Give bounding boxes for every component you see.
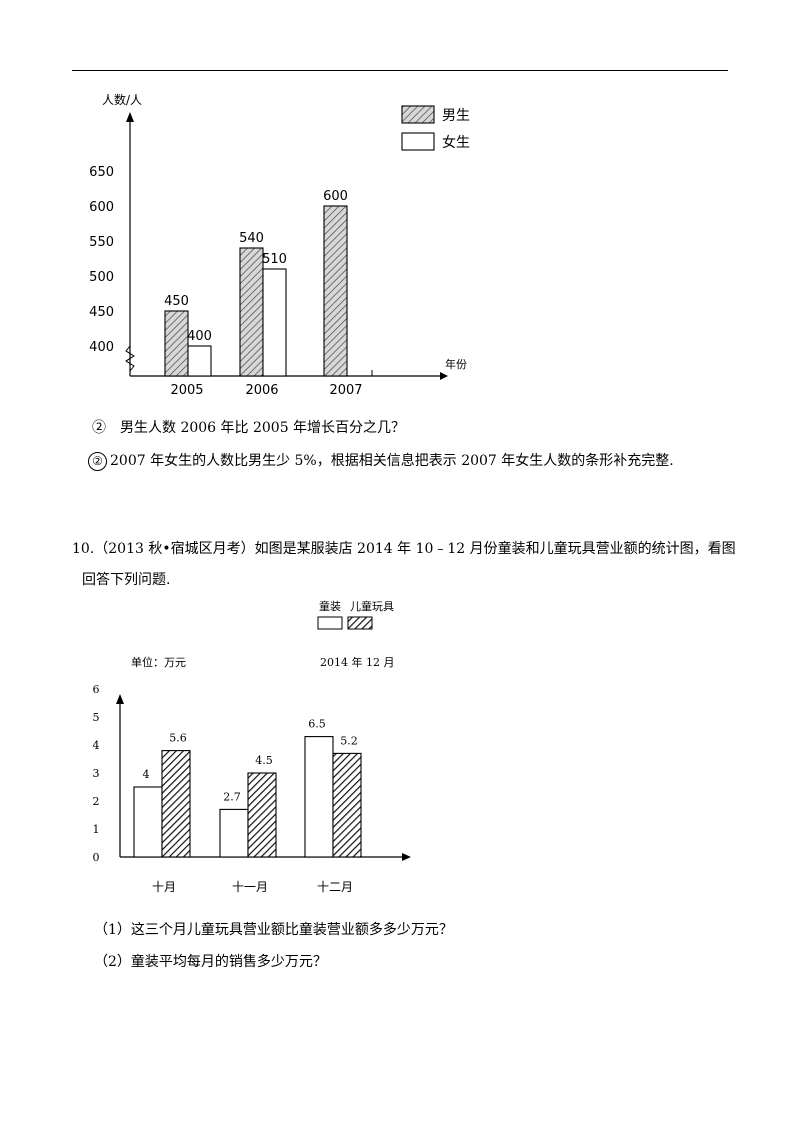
circled-number: ② <box>88 451 107 471</box>
y-tick-label: 2 <box>93 795 100 808</box>
y-tick-label: 550 <box>89 235 114 250</box>
question-10-1: （1）这三个月儿童玩具营业额比童装营业额多多少万元？ <box>94 922 453 938</box>
question-9-2-text: 2007 年女生的人数比男生少 5%，根据相关信息把表示 2007 年女生人数的… <box>110 453 674 469</box>
bar <box>133 786 163 858</box>
chart-title: 2014 年 12 月 <box>320 655 394 669</box>
x-tick-label: 2007 <box>329 383 362 398</box>
axis-break-mark <box>125 345 135 372</box>
question-9-1: ② 男生人数 2006 年比 2005 年增长百分之几？ <box>92 420 406 436</box>
x-axis-arrow <box>402 853 411 861</box>
legend-swatch <box>401 132 435 151</box>
legend-label: 童装 <box>319 599 341 613</box>
y-tick-label: 600 <box>89 200 114 215</box>
data-label: 450 <box>164 294 189 309</box>
question-10-line-2: 回答下列问题. <box>82 572 171 588</box>
bar <box>332 752 362 858</box>
question-10-line-1: 10.（2013 秋•宿城区月考）如图是某服装店 2014 年 10﹣12 月份… <box>72 541 736 557</box>
bar <box>239 247 264 377</box>
x-axis-label: 年份 <box>445 357 467 371</box>
bar <box>219 808 249 858</box>
bar <box>161 750 191 858</box>
bar <box>187 345 212 377</box>
data-label: 5.2 <box>340 734 358 747</box>
legend-label: 男生 <box>442 108 470 124</box>
y-tick-label: 0 <box>93 851 100 864</box>
y-tick-label: 400 <box>89 340 114 355</box>
data-label: 540 <box>239 231 264 246</box>
y-axis-arrow <box>126 112 134 122</box>
y-axis-label: 人数/人 <box>102 92 142 107</box>
legend-label: 女生 <box>442 134 470 151</box>
header-rule <box>72 70 728 71</box>
x-tick-label: 2006 <box>245 383 278 398</box>
bar <box>304 736 334 858</box>
x-tick-label: 十一月 <box>232 880 268 894</box>
x-axis-arrow <box>440 372 448 380</box>
legend-swatch <box>347 616 373 630</box>
data-label: 5.6 <box>169 732 187 745</box>
y-axis-arrow <box>116 694 124 704</box>
x-tick-label: 十月 <box>152 880 176 894</box>
y-tick-label: 1 <box>93 823 100 836</box>
legend-label: 儿童玩具 <box>350 599 394 613</box>
data-label: 4 <box>143 768 150 781</box>
bar <box>164 310 189 377</box>
data-label: 600 <box>323 189 348 204</box>
bar <box>247 772 277 858</box>
y-tick-label: 450 <box>89 305 114 320</box>
store-revenue-chart: 0 1 2 3 4 5 6 单位：万元 2014 年 12 月十月 十一月 十二月 4 2.7 6.5 5.… <box>93 599 411 894</box>
bar <box>323 205 348 377</box>
data-label: 4.5 <box>255 754 273 767</box>
question-10-2: （2）童装平均每月的销售多少万元？ <box>94 954 327 970</box>
unit-label: 单位：万元 <box>131 655 186 669</box>
y-tick-label: 500 <box>89 270 114 285</box>
legend-swatch <box>317 616 343 630</box>
y-tick-label: 3 <box>93 767 100 780</box>
y-tick-label: 5 <box>93 711 100 724</box>
data-label: 6.5 <box>308 718 326 731</box>
x-tick-label: 2005 <box>170 383 203 398</box>
question-9-2: ② 2007 年女生的人数比男生少 5%，根据相关信息把表示 2007 年女生人数… <box>88 451 674 471</box>
legend-swatch <box>401 105 435 124</box>
data-label: 2.7 <box>223 790 241 803</box>
y-tick-label: 6 <box>93 683 100 696</box>
bar <box>262 268 287 377</box>
data-label: 400 <box>187 329 212 344</box>
x-tick-label: 十二月 <box>317 880 353 894</box>
y-tick-label: 4 <box>93 739 100 752</box>
student-count-chart: 人数/人年份 400 450 500 550 600 650 2005 2006 2007 450 5… <box>89 92 470 398</box>
y-tick-label: 650 <box>89 165 114 180</box>
data-label: 510 <box>262 252 287 267</box>
